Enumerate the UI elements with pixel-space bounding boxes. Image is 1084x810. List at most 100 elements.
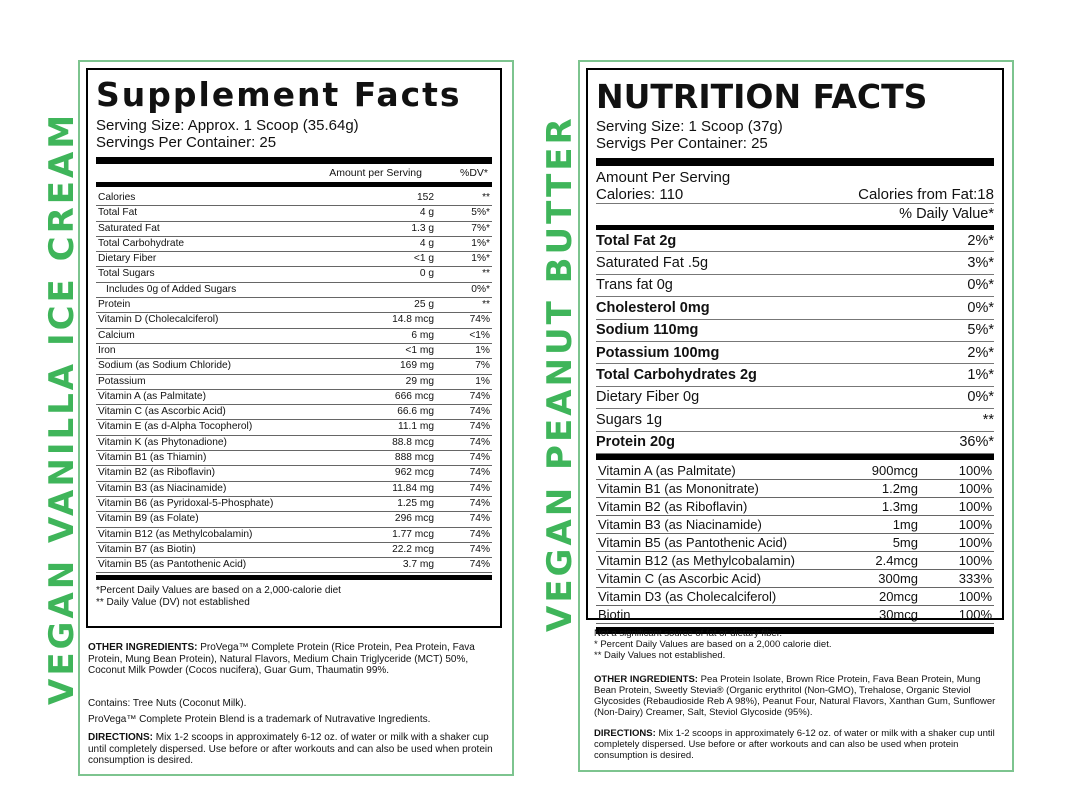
vitamin-name: Vitamin C (as Ascorbic Acid) [596, 569, 806, 588]
nutrient-dv: 74% [436, 450, 492, 467]
nutrient-name: Sodium (as Sodium Chloride) [96, 358, 342, 375]
nutrient-name: Vitamin B7 (as Biotin) [96, 542, 342, 559]
nutrient-amount: 169 mg [342, 358, 436, 375]
nutrient-dv: 74% [436, 496, 492, 513]
macro-name: Trans fat 0g [596, 277, 673, 294]
nutrient-dv: 74% [436, 511, 492, 528]
macro-row: Total Carbohydrates 2g 1%* [596, 364, 994, 387]
nutrient-dv: 5%* [436, 205, 492, 222]
nutrient-name: Potassium [96, 374, 342, 390]
nutrient-dv: 1% [436, 374, 492, 390]
left-trademark: ProVega™ Complete Protein Blend is a tra… [88, 714, 431, 725]
macro-name: Sugars 1g [596, 411, 663, 428]
macro-row: Trans fat 0g 0%* [596, 275, 994, 298]
vitamin-amount: 20mcg [806, 587, 920, 606]
daily-value-header: % Daily Value* [596, 204, 994, 230]
supplement-row: Total Fat 4 g 5%* [96, 205, 492, 222]
nutrition-facts-panel: NUTRITION FACTS Serving Size: 1 Scoop (3… [586, 68, 1004, 634]
nutrient-dv: 74% [436, 557, 492, 574]
supplement-row: Vitamin B2 (as Riboflavin) 962 mcg 74% [96, 465, 492, 482]
macro-dv: 2%* [967, 344, 994, 361]
nutrient-amount: 888 mcg [342, 450, 436, 467]
macro-dv: ** [982, 411, 994, 428]
macro-row: Protein 20g 36%* [596, 432, 994, 454]
macro-name: Sodium 110mg [596, 322, 699, 339]
nutrient-name: Dietary Fiber [96, 251, 342, 268]
thick-divider [596, 158, 994, 166]
nutrient-name: Calories [96, 191, 342, 207]
nutrient-dv: 74% [436, 481, 492, 497]
nutrient-amount: 14.8 mcg [342, 312, 436, 329]
macro-dv: 3%* [967, 255, 994, 272]
nutrient-name: Calcium [96, 328, 342, 344]
supplement-table: Calories 152 ** Total Fat 4 g 5%* Saturated Fa… [96, 191, 492, 574]
nutrient-name: Vitamin B3 (as Niacinamide) [96, 481, 342, 497]
thick-divider [96, 157, 492, 164]
vitamin-name: Vitamin D3 (as Cholecalciferol) [596, 587, 806, 606]
nutrient-dv: 74% [436, 542, 492, 559]
servings-per-container: Servings Per Container: 25 [96, 134, 277, 151]
calories-row: Calories: 110 Calories from Fat:18 [596, 186, 994, 204]
macro-dv: 2%* [967, 232, 994, 249]
vitamin-amount: 1.2mg [806, 479, 920, 498]
vitamin-name: Vitamin B2 (as Riboflavin) [596, 497, 806, 516]
nutrient-dv: 74% [436, 404, 492, 421]
nutrient-name: Iron [96, 343, 342, 360]
macro-row: Total Fat 2g 2%* [596, 230, 994, 253]
macro-name: Cholesterol 0mg [596, 299, 710, 316]
vitamin-amount: 2.4mcg [806, 551, 920, 570]
supplement-row: Vitamin B5 (as Pantothenic Acid) 3.7 mg 74… [96, 557, 492, 574]
dv-based-note: * Percent Daily Values are based on a 2,… [594, 639, 832, 650]
nutrient-amount: 666 mcg [342, 389, 436, 406]
nutrient-amount: 88.8 mcg [342, 435, 436, 452]
thick-divider [596, 453, 994, 460]
nutrient-amount: 3.7 mg [342, 557, 436, 574]
right-footnotes: Not a significant source of fat or dieta… [594, 628, 1002, 661]
vitamin-dv: 100% [920, 497, 994, 516]
nutrient-amount: 4 g [342, 236, 436, 253]
nutrient-dv: 1%* [436, 251, 492, 268]
column-header: Amount per Serving %DV* [96, 164, 492, 182]
footnote-not-established: ** Daily Value (DV) not established [96, 596, 250, 608]
supplement-row: Calcium 6 mg <1% [96, 328, 492, 344]
vitamin-dv: 333% [920, 569, 994, 588]
nutrient-name: Vitamin B9 (as Folate) [96, 511, 342, 528]
nutrient-name: Vitamin C (as Ascorbic Acid) [96, 404, 342, 421]
supplement-row: Calories 152 ** [96, 191, 492, 207]
supplement-row: Protein 25 g ** [96, 297, 492, 314]
nutrient-dv: 7%* [436, 221, 492, 237]
directions-text: Mix 1-2 scoops in approximately 6-12 oz.… [88, 732, 493, 766]
supplement-row: Vitamin B1 (as Thiamin) 888 mcg 74% [96, 450, 492, 467]
vitamin-name: Biotin [596, 605, 806, 624]
other-ingredients-label: OTHER INGREDIENTS: [594, 674, 698, 685]
left-side-label: VEGAN VANILLA ICE CREAM [42, 111, 82, 705]
calories-from-fat: Calories from Fat:18 [858, 186, 994, 203]
supplement-row: Vitamin B9 (as Folate) 296 mcg 74% [96, 511, 492, 528]
supplement-row: Vitamin D (Cholecalciferol) 14.8 mcg 74% [96, 312, 492, 329]
vitamin-dv: 100% [920, 515, 994, 534]
nutrient-name: Vitamin K (as Phytonadione) [96, 435, 342, 452]
nutrient-amount: <1 g [342, 251, 436, 268]
right-side-label: VEGAN PEANUT BUTTER [540, 115, 580, 632]
supplement-row: Vitamin C (as Ascorbic Acid) 66.6 mg 74% [96, 404, 492, 421]
macro-name: Protein 20g [596, 434, 675, 451]
nutrient-amount: 1.77 mcg [342, 527, 436, 543]
nutrient-amount: 152 [342, 191, 436, 207]
supplement-row: Dietary Fiber <1 g 1%* [96, 251, 492, 268]
other-ingredients-label: OTHER INGREDIENTS: [88, 642, 198, 653]
macro-row: Saturated Fat .5g 3%* [596, 252, 994, 275]
vitamin-dv: 100% [920, 461, 994, 480]
footnote-dv: *Percent Daily Values are based on a 2,0… [96, 585, 341, 597]
vitamin-row: Vitamin B12 (as Methylcobalamin) 2.4mcg 10… [596, 551, 994, 570]
supplement-row: Vitamin B6 (as Pyridoxal-5-Phosphate) 1.2… [96, 496, 492, 513]
nutrient-dv: 74% [436, 465, 492, 482]
directions-label: DIRECTIONS: [594, 728, 656, 739]
supplement-row: Vitamin E (as d-Alpha Tocopherol) 11.1 mg… [96, 419, 492, 436]
vitamin-amount: 1.3mg [806, 497, 920, 516]
left-directions: DIRECTIONS: Mix 1-2 scoops in approximat… [88, 732, 502, 767]
nutrient-dv: ** [436, 266, 492, 283]
supplement-row: Saturated Fat 1.3 g 7%* [96, 221, 492, 237]
supplement-row: Total Carbohydrate 4 g 1%* [96, 236, 492, 253]
supplement-row: Vitamin B3 (as Niacinamide) 11.84 mg 74% [96, 481, 492, 497]
vitamin-row: Vitamin B5 (as Pantothenic Acid) 5mg 100% [596, 533, 994, 552]
